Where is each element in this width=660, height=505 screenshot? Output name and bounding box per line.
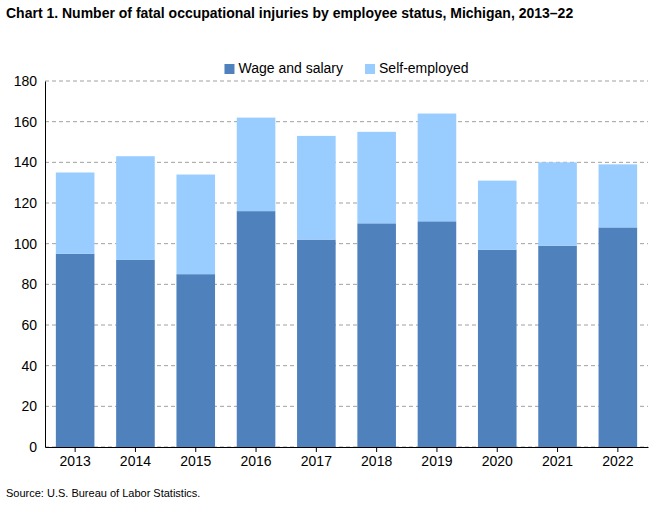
y-tick-label: 120 <box>14 195 38 211</box>
y-tick: 180 <box>14 73 45 89</box>
bar <box>237 211 276 447</box>
x-tick-label: 2016 <box>240 453 271 469</box>
bars <box>56 114 637 447</box>
bar <box>116 260 155 447</box>
grid-line <box>45 81 648 82</box>
title: Chart 1. Number of fatal occupational in… <box>6 5 573 21</box>
x-tick: 2019 <box>421 447 452 469</box>
bar <box>176 175 215 275</box>
bar <box>538 162 577 245</box>
x-tick-mark <box>497 447 498 452</box>
y-tick: 120 <box>14 195 45 211</box>
y-tick: 60 <box>21 317 45 333</box>
grid <box>45 81 648 447</box>
x-tick: 2017 <box>301 447 332 469</box>
chart: Chart 1. Number of fatal occupational in… <box>0 0 660 505</box>
bar <box>237 118 276 212</box>
x-tick-mark <box>617 447 618 452</box>
y-tick-label: 20 <box>21 398 37 414</box>
x-tick-label: 2014 <box>120 453 151 469</box>
x-tick-label: 2018 <box>361 453 392 469</box>
bar <box>56 254 95 447</box>
x-tick: 2013 <box>60 447 91 469</box>
bar <box>538 246 577 447</box>
x-tick: 2014 <box>120 447 151 469</box>
bar <box>599 227 638 447</box>
x-tick: 2021 <box>542 447 573 469</box>
bar <box>478 250 517 447</box>
x-tick-label: 2021 <box>542 453 573 469</box>
x-tick-label: 2017 <box>301 453 332 469</box>
x-tick-label: 2020 <box>482 453 513 469</box>
x-tick-mark <box>316 447 317 452</box>
y-tick-label: 180 <box>14 73 38 89</box>
bar <box>56 173 95 254</box>
y-axis-line <box>45 82 46 448</box>
x-tick-label: 2019 <box>421 453 452 469</box>
bar <box>116 156 155 260</box>
y-tick: 140 <box>14 154 45 170</box>
x-tick-mark <box>195 447 196 452</box>
x-tick-mark <box>557 447 558 452</box>
bar <box>297 136 336 240</box>
bar <box>418 221 457 447</box>
y-tick: 40 <box>21 358 45 374</box>
y-tick-label: 60 <box>21 317 37 333</box>
y-tick: 0 <box>29 439 45 455</box>
y-tick-label: 0 <box>29 439 37 455</box>
y-tick-label: 40 <box>21 358 37 374</box>
bar <box>357 132 396 224</box>
y-tick: 160 <box>14 114 45 130</box>
y-tick: 100 <box>14 236 45 252</box>
x-tick: 2015 <box>180 447 211 469</box>
bar <box>176 274 215 447</box>
legend-item: Self-employed <box>365 60 469 76</box>
legend-item: Wage and salary <box>224 60 343 76</box>
x-tick: 2018 <box>361 447 392 469</box>
bar <box>357 223 396 447</box>
y-tick: 20 <box>21 398 45 414</box>
y-tick-label: 140 <box>14 154 38 170</box>
legend-label: Wage and salary <box>238 60 343 76</box>
y-tick: 80 <box>21 276 45 292</box>
y-tick-label: 80 <box>21 276 37 292</box>
x-tick-mark <box>75 447 76 452</box>
x-tick-mark <box>256 447 257 452</box>
bar <box>478 181 517 250</box>
x-tick-mark <box>376 447 377 452</box>
y-tick-label: 160 <box>14 114 38 130</box>
legend-swatch <box>365 64 375 74</box>
legend-swatch <box>224 64 234 74</box>
x-tick-label: 2022 <box>602 453 633 469</box>
bar <box>599 164 638 227</box>
x-tick-mark <box>436 447 437 452</box>
plot: 0 20 40 60 80 100 120 140 160 180 2013 2014 2015 2016… <box>14 73 649 469</box>
x-tick-mark <box>135 447 136 452</box>
x-tick-label: 2015 <box>180 453 211 469</box>
legend-label: Self-employed <box>379 60 469 76</box>
bar <box>418 114 457 222</box>
x-tick-label: 2013 <box>60 453 91 469</box>
x-tick: 2022 <box>602 447 633 469</box>
x-tick: 2016 <box>240 447 271 469</box>
x-tick: 2020 <box>482 447 513 469</box>
x-axis: 2013 2014 2015 2016 2017 2018 2019 2020 2021 2022 <box>46 447 649 469</box>
y-axis: 0 20 40 60 80 100 120 140 160 180 <box>14 73 46 455</box>
source: Source: U.S. Bureau of Labor Statistics. <box>6 487 200 499</box>
legend: Wage and salary Self-employed <box>224 60 468 76</box>
bar <box>297 240 336 447</box>
y-tick-label: 100 <box>14 236 38 252</box>
grid-line <box>45 121 648 122</box>
